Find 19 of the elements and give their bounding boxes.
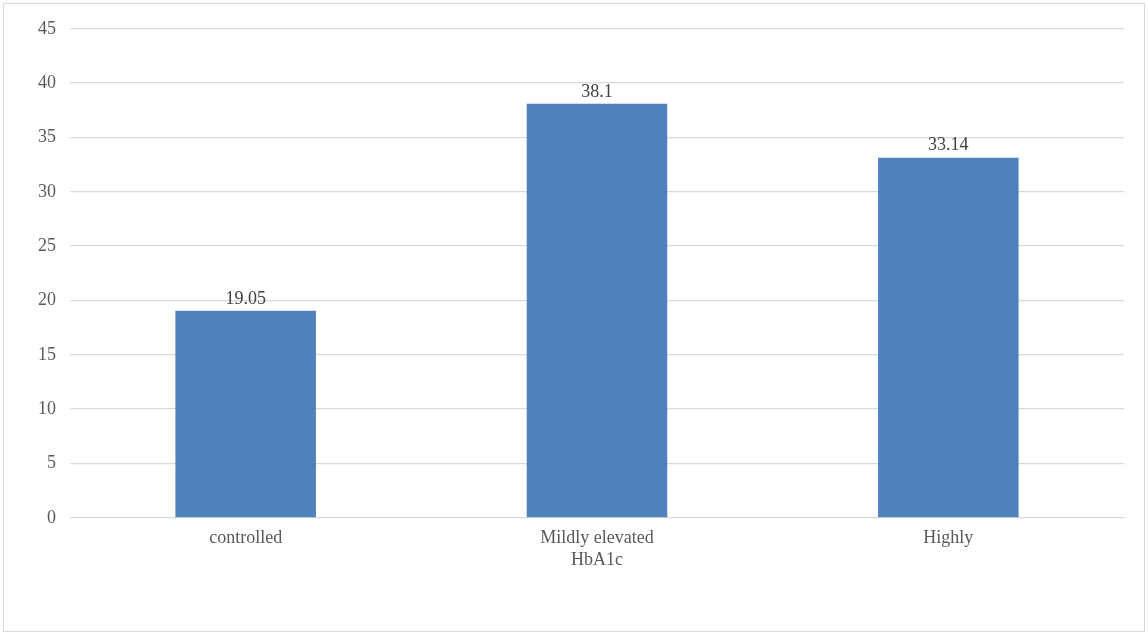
y-tick-label: 35 <box>38 126 56 147</box>
x-tick-label: Highly <box>923 527 974 548</box>
y-tick-label: 30 <box>38 180 56 201</box>
data-label: 33.14 <box>928 134 969 155</box>
bar <box>175 310 316 518</box>
y-tick-label: 20 <box>38 289 56 310</box>
data-label: 38.1 <box>581 80 613 101</box>
data-label: 19.05 <box>225 287 266 308</box>
y-tick-label: 10 <box>38 397 56 418</box>
y-tick-label: 15 <box>38 343 56 364</box>
y-tick-label: 40 <box>38 71 56 92</box>
y-tick-label: 0 <box>47 506 56 527</box>
bar <box>878 157 1019 518</box>
x-tick-label: Mildly elevated HbA1c <box>540 527 654 569</box>
y-tick-label: 5 <box>47 452 56 473</box>
y-tick-label: 25 <box>38 234 56 255</box>
bar <box>526 103 668 518</box>
y-tick-label: 45 <box>38 17 56 38</box>
x-tick-label: controlled <box>209 527 283 548</box>
